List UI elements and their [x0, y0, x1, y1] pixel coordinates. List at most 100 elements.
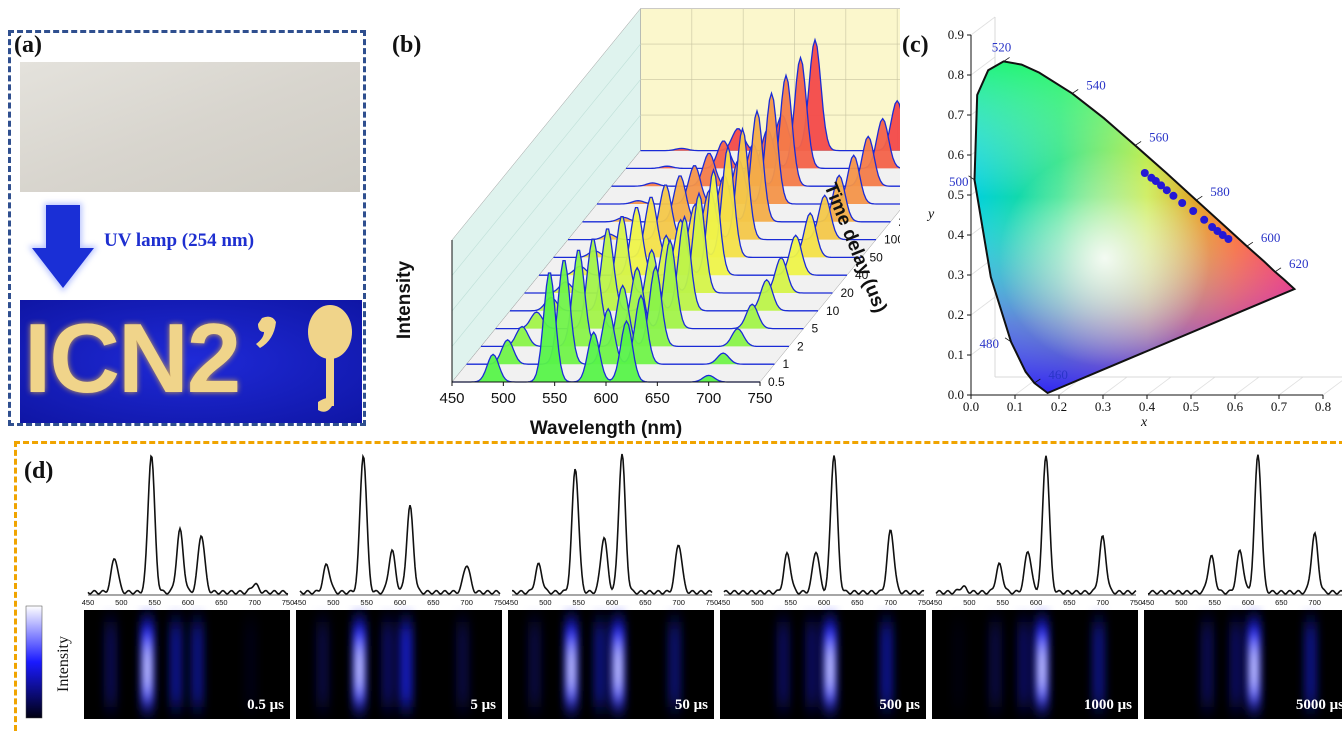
spectrum-line — [300, 457, 500, 594]
y-tick-label: 0.7 — [948, 107, 965, 122]
gamut-white — [971, 35, 1323, 395]
colorbar — [26, 606, 42, 718]
emission-core — [1039, 646, 1045, 691]
emission-band — [316, 622, 330, 707]
spectrum-tick-label: 500 — [751, 598, 764, 607]
y-axis-title: Intensity — [394, 261, 415, 340]
chromaticity-point — [1189, 207, 1197, 215]
emission-core — [1251, 646, 1257, 691]
locus-tick — [1247, 242, 1253, 246]
locus-tick — [1275, 268, 1281, 272]
delay-label: 5 μs — [470, 697, 496, 713]
spectrum-tick-label: 450 — [930, 598, 943, 607]
x-tick-label: 0.0 — [963, 399, 979, 414]
x-tick-label: 0.1 — [1007, 399, 1023, 414]
spectrum-tick-label: 550 — [1208, 598, 1221, 607]
locus-tick — [1135, 141, 1141, 145]
spectrum-tick-label: 650 — [427, 598, 440, 607]
spectrum-tick-label: 650 — [851, 598, 864, 607]
spectrum-tick-label: 700 — [1308, 598, 1321, 607]
spectrum-tick-label: 500 — [963, 598, 976, 607]
x-tick-label: 0.8 — [1315, 399, 1331, 414]
y-tick-label: 0.0 — [948, 387, 964, 402]
spectrum-tick-label: 600 — [1030, 598, 1043, 607]
emission-core — [568, 646, 574, 691]
emission-band — [399, 622, 413, 707]
y-tick-label: 0.9 — [948, 27, 964, 42]
delay-label: 0.5 μs — [247, 697, 284, 713]
gridline — [1323, 377, 1342, 395]
x-tick-label: 0.7 — [1271, 399, 1288, 414]
spectrum-tick-label: 750 — [1130, 598, 1143, 607]
emission-core — [827, 646, 833, 691]
spectrum-tick-label: 600 — [182, 598, 195, 607]
emission-band — [1092, 622, 1106, 707]
emission-core — [356, 646, 362, 691]
spectra-row: Intensity 450 500 550 600 650 700 750 0.5 μs 450 5… — [0, 444, 1342, 719]
x-axis-title: Wavelength (nm) — [530, 418, 682, 439]
spectrum-tick-label: 500 — [1175, 598, 1188, 607]
spectrum-tick-label: 550 — [148, 598, 161, 607]
x-tick-label: 0.6 — [1227, 399, 1244, 414]
chromaticity-point — [1163, 186, 1171, 194]
wavelength-label: 580 — [1210, 184, 1230, 199]
emission-band — [668, 622, 682, 707]
gridline — [971, 17, 995, 35]
wavelength-label: 560 — [1149, 129, 1169, 144]
delay-label: 500 μs — [879, 697, 920, 713]
spectrum-tick-label: 500 — [539, 598, 552, 607]
spectrum-line — [512, 454, 712, 594]
y-tick-label: 0.3 — [948, 267, 964, 282]
gridline — [1191, 377, 1215, 395]
chromaticity-point — [1169, 192, 1177, 200]
wavelength-label: 540 — [1086, 77, 1106, 92]
z-tick-label: 0.5 — [768, 375, 785, 389]
chromaticity-point — [1224, 235, 1232, 243]
spectrum-line — [88, 456, 288, 594]
z-tick-label: 100 — [884, 233, 900, 247]
emission-band — [776, 622, 790, 707]
colorbar-label: Intensity — [55, 636, 72, 692]
emission-band — [1200, 622, 1214, 707]
x-tick-label: 550 — [542, 390, 567, 407]
emission-band — [528, 622, 542, 707]
x-tick-label: 0.4 — [1139, 399, 1156, 414]
x-tick-label: 0.3 — [1095, 399, 1111, 414]
locus-tick — [1196, 196, 1202, 200]
z-tick-label: 20 — [841, 286, 855, 300]
spectrum-tick-label: 600 — [606, 598, 619, 607]
y-tick-label: 0.4 — [948, 227, 965, 242]
spectrum-tick-label: 500 — [327, 598, 340, 607]
spectrum-tick-label: 700 — [884, 598, 897, 607]
emission-band — [988, 622, 1002, 707]
spectrum-tick-label: 750 — [918, 598, 931, 607]
emission-band — [1017, 622, 1031, 707]
gridline — [971, 297, 995, 315]
emission-band — [456, 622, 470, 707]
spectrum-line — [1148, 455, 1342, 594]
spectrum-tick-label: 650 — [1275, 598, 1288, 607]
spectrum-tick-label: 700 — [672, 598, 685, 607]
y-tick-label: 0.8 — [948, 67, 964, 82]
emission-band — [381, 622, 395, 707]
spectrum-tick-label: 700 — [1096, 598, 1109, 607]
wavelength-label: 520 — [992, 39, 1012, 54]
z-tick-label: 1 — [783, 357, 790, 371]
spectrum-tick-label: 450 — [294, 598, 307, 607]
emission-core — [615, 646, 621, 691]
delay-label: 50 μs — [675, 697, 708, 713]
y-axis-title: y — [926, 207, 935, 222]
locus-tick — [1004, 57, 1010, 61]
emission-band — [1304, 622, 1318, 707]
y-tick-label: 0.6 — [948, 147, 965, 162]
emission-band — [104, 622, 118, 707]
emission-band — [244, 622, 258, 707]
spectrum-tick-label: 750 — [494, 598, 507, 607]
wavelength-label: 500 — [949, 174, 969, 189]
spectrum-tick-label: 500 — [115, 598, 128, 607]
emission-band — [952, 622, 966, 707]
cie-gamut — [971, 35, 1323, 395]
emission-band — [593, 622, 607, 707]
gridline — [1235, 377, 1259, 395]
x-tick-label: 650 — [645, 390, 670, 407]
